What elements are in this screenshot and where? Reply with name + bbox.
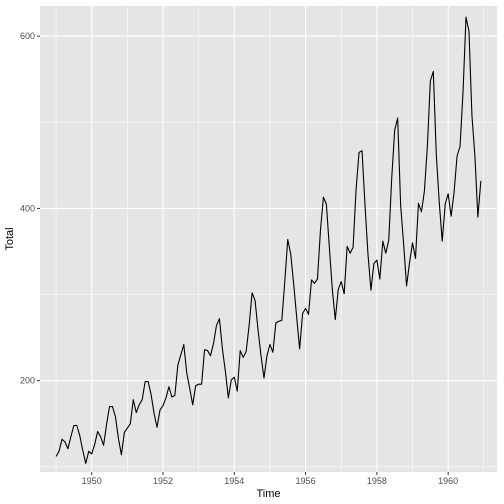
y-tick-label: 200 — [20, 376, 35, 386]
x-tick-label: 1950 — [82, 476, 102, 486]
x-tick-label: 1960 — [438, 476, 458, 486]
x-tick-label: 1952 — [153, 476, 173, 486]
y-axis: 200 400 600 — [20, 31, 40, 386]
y-axis-title: Total — [4, 227, 16, 250]
x-tick-label: 1956 — [296, 476, 316, 486]
y-tick-label: 600 — [20, 31, 35, 41]
x-tick-label: 1958 — [367, 476, 387, 486]
major-gridlines — [40, 6, 497, 472]
y-tick-label: 400 — [20, 203, 35, 213]
series-line — [55, 16, 482, 464]
x-tick-label: 1954 — [224, 476, 244, 486]
minor-gridlines — [40, 6, 497, 472]
plot-panel — [40, 6, 497, 472]
x-axis-title: Time — [256, 488, 280, 500]
x-axis: 1950 1952 1954 1956 1958 1960 — [82, 472, 458, 486]
